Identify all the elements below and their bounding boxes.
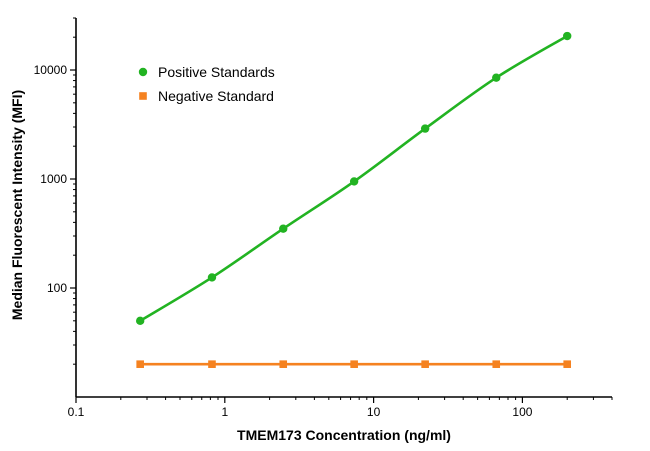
y-tick-label-1: 1000 [40, 172, 67, 186]
legend-label-1: Negative Standard [158, 88, 274, 104]
series-0 [135, 31, 572, 326]
legend-marker-0 [138, 67, 148, 77]
series-0-point-4 [420, 124, 430, 133]
series-0-point-6 [563, 31, 572, 41]
series-1-point-5 [492, 360, 501, 368]
series-1-point-6 [563, 360, 572, 368]
legend-marker-1 [139, 92, 147, 100]
legend-item-1: Negative Standard [139, 88, 274, 104]
series-1-point-0 [136, 360, 144, 368]
x-tick-label-0: 0.1 [68, 405, 85, 419]
y-axis-title: Median Fluorescent Intensity (MFI) [9, 90, 25, 320]
series-0-point-3 [349, 177, 359, 186]
legend: Positive Standards Negative Standard [138, 64, 275, 104]
minor-ticks [73, 17, 613, 400]
x-tick-label-1: 1 [221, 405, 228, 419]
legend-item-0: Positive Standards [138, 64, 275, 80]
y-tick-label-0: 100 [47, 281, 67, 295]
series-1 [136, 360, 572, 368]
series-1-point-1 [208, 360, 216, 368]
series-0-point-5 [492, 73, 501, 82]
major-ticks: 0.1 1 10 100 100 1000 10000 [34, 63, 533, 419]
series-layer [135, 31, 572, 368]
series-0-point-0 [135, 316, 145, 326]
x-axis-title: TMEM173 Concentration (ng/ml) [237, 427, 451, 443]
x-tick-label-2: 10 [367, 405, 381, 419]
series-1-point-2 [279, 360, 288, 368]
y-tick-label-2: 10000 [34, 63, 68, 77]
x-tick-label-3: 100 [512, 405, 532, 419]
series-1-point-4 [421, 360, 429, 368]
series-0-point-1 [207, 273, 217, 282]
series-0-point-2 [279, 224, 288, 233]
series-1-point-3 [350, 360, 358, 368]
legend-label-0: Positive Standards [158, 64, 275, 80]
